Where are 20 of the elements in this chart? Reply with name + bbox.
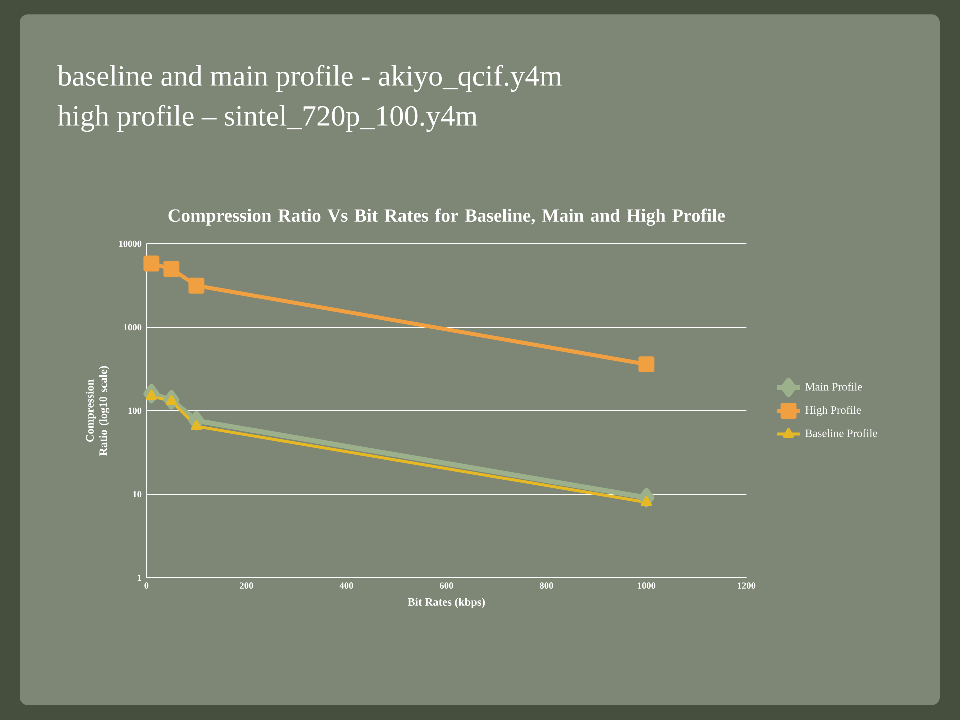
x-tick-label: 800 bbox=[540, 582, 554, 589]
y-tick-label: 100 bbox=[128, 408, 142, 414]
x-tick-label: 200 bbox=[240, 582, 254, 589]
x-axis-title: Bit Rates (kbps) bbox=[408, 598, 486, 608]
x-tick-label: 1000 bbox=[638, 582, 656, 589]
y-axis-title: Compression Ratio (log10 scale) bbox=[86, 366, 110, 456]
x-tick-label: 400 bbox=[340, 582, 354, 589]
x-tick-label: 0 bbox=[144, 582, 149, 589]
y-tick-label: 10000 bbox=[119, 240, 142, 248]
x-tick-label: 600 bbox=[440, 582, 454, 589]
chart-title: Compression Ratio Vs Bit Rates for Baseline, Main and High Profile bbox=[168, 208, 726, 226]
y-tick-label: 1 bbox=[138, 574, 142, 582]
x-tick-label: 1200 bbox=[738, 582, 756, 589]
legend-label: Baseline Profile bbox=[806, 429, 878, 438]
y-tick-label: 10 bbox=[133, 491, 142, 498]
text: high profile – sintel_720p_100.y4m bbox=[58, 105, 478, 132]
text: baseline and main profile - akiyo_qcif.y4m bbox=[58, 65, 562, 92]
y-tick-label: 1000 bbox=[124, 324, 142, 331]
legend-label: High Profile bbox=[806, 406, 862, 416]
legend-label: Main Profile bbox=[806, 382, 862, 391]
